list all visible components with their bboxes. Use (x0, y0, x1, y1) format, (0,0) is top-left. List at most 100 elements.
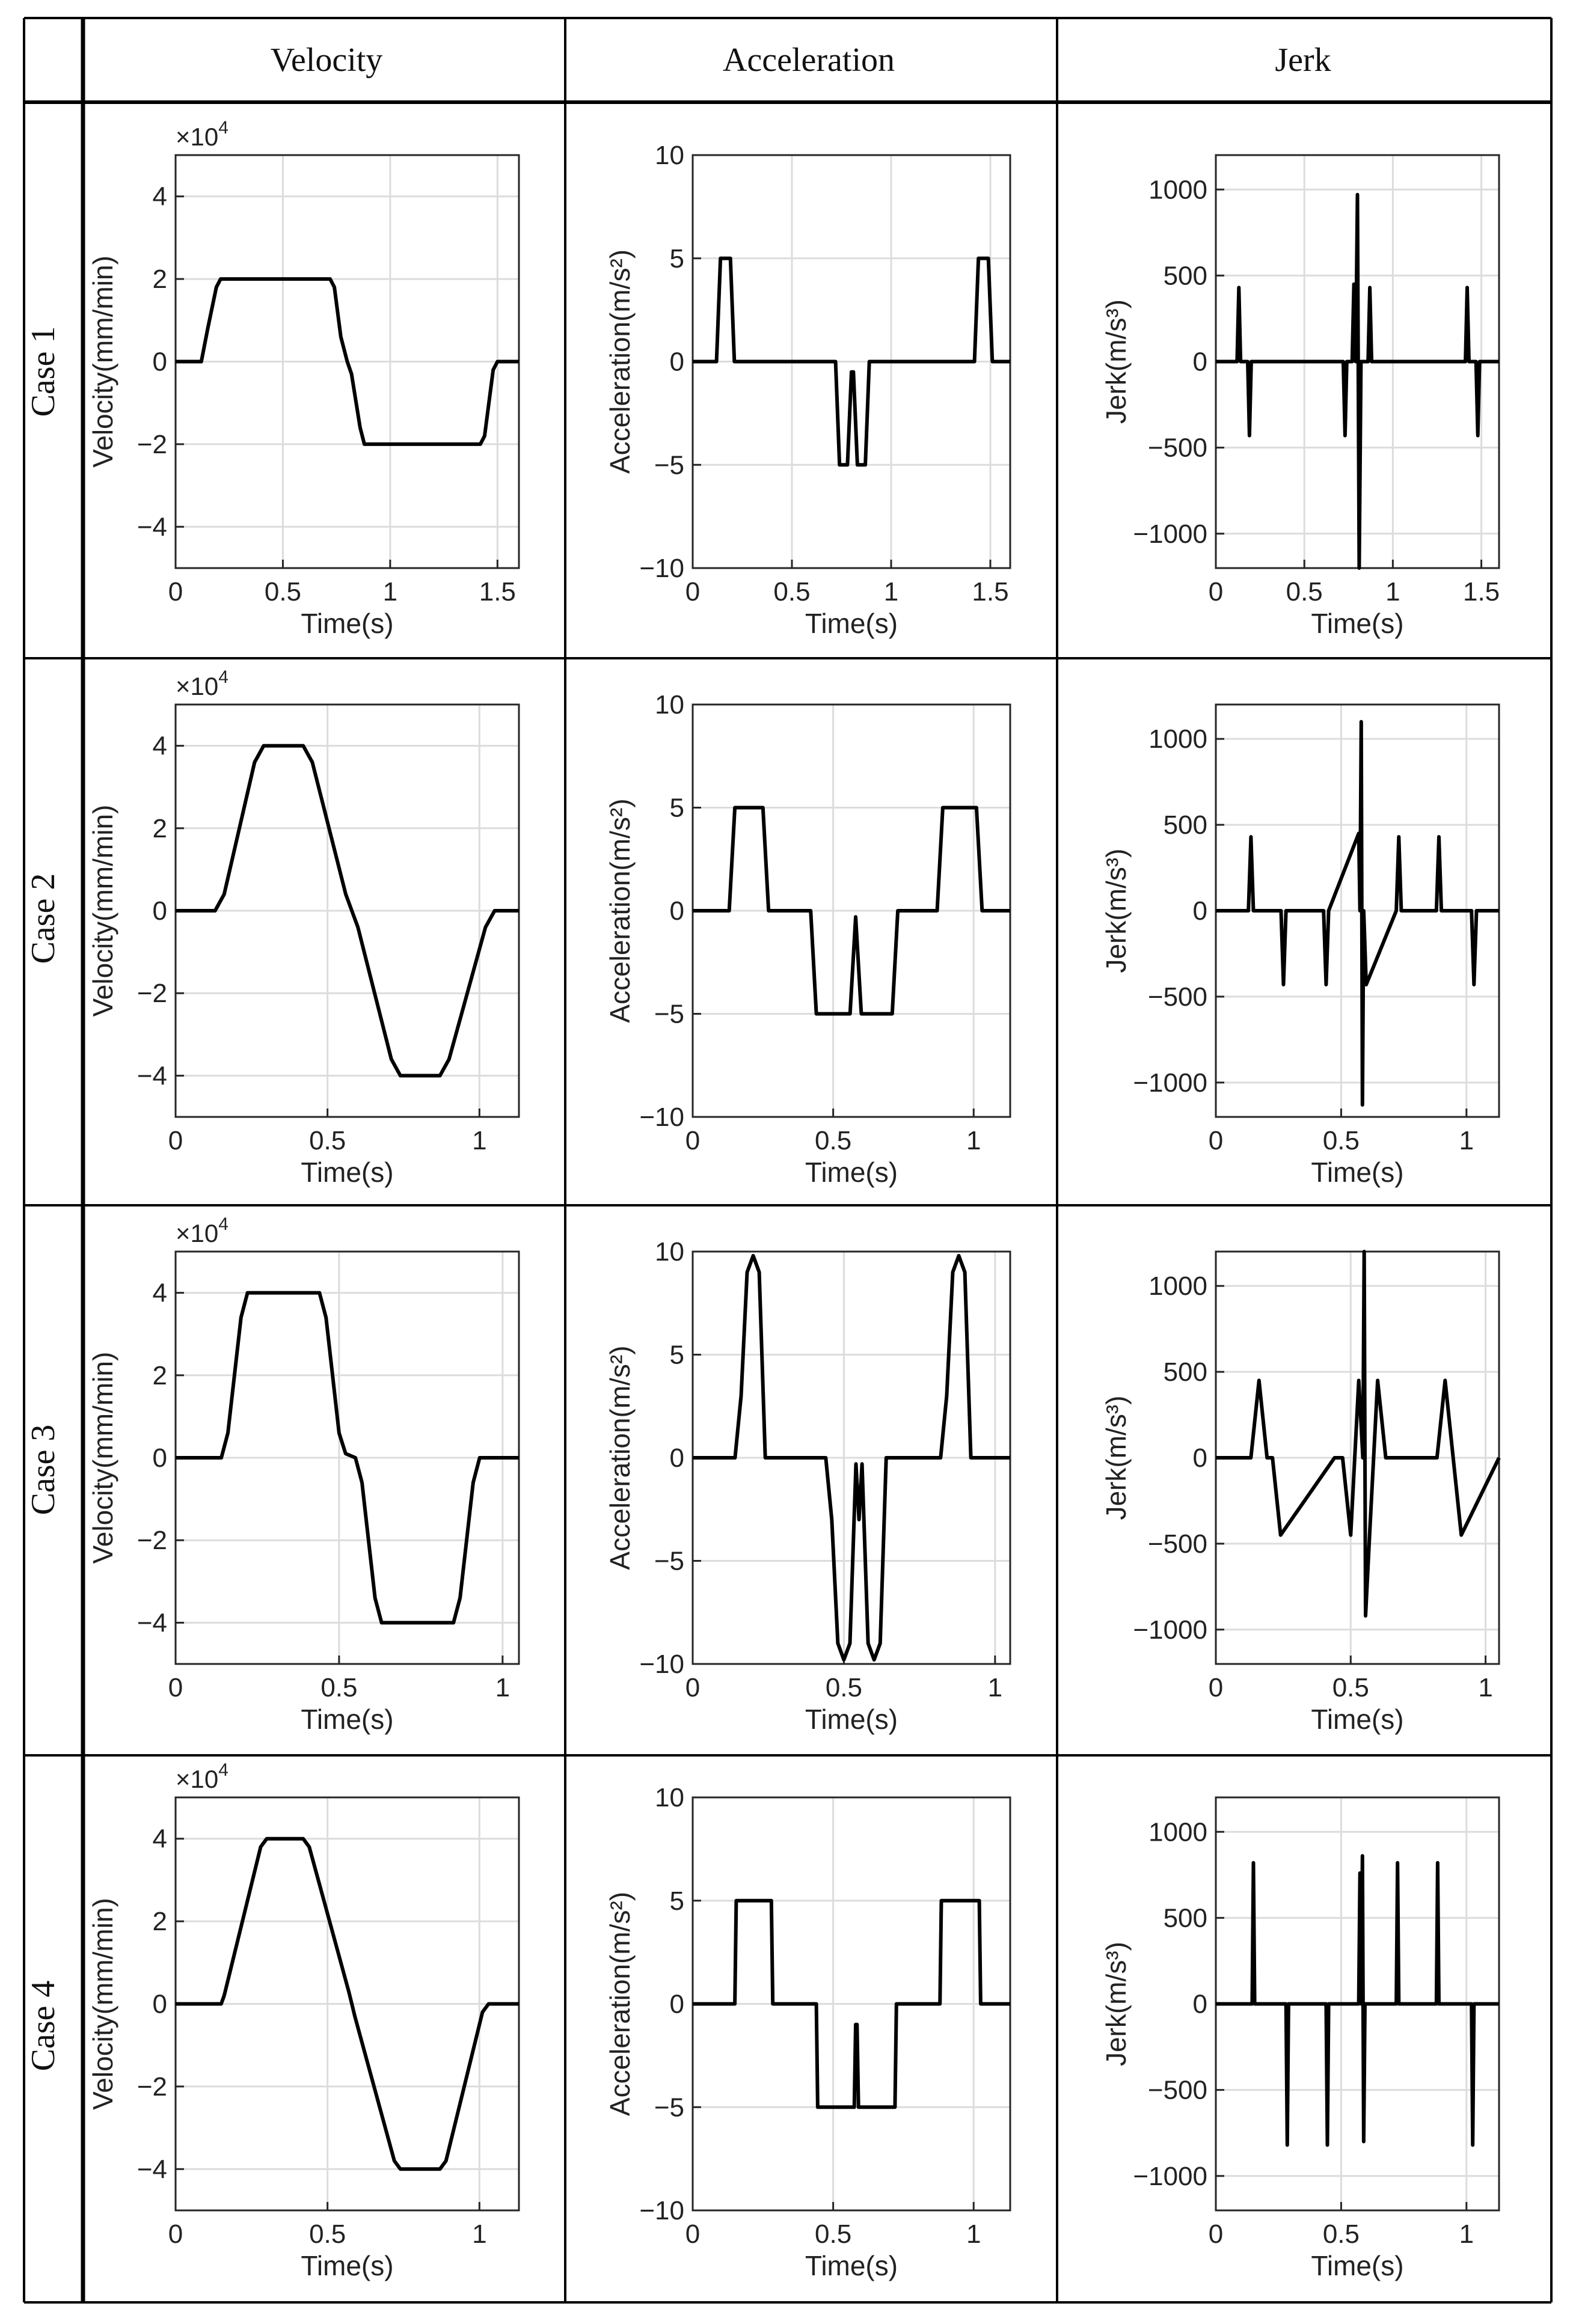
series-line-jerk (1216, 1250, 1501, 1618)
x-tick-label: 0 (1209, 2219, 1223, 2249)
series-line-acceleration (693, 256, 1010, 467)
x-tick-label: 0 (685, 1673, 700, 1702)
y-axis-label: Jerk(m/s³) (1100, 849, 1132, 973)
x-tick-label: 1 (383, 577, 397, 607)
x-tick-label: 1 (1478, 1673, 1492, 1702)
x-axis-label: Time(s) (805, 608, 898, 639)
x-tick-label: 1 (1459, 2219, 1474, 2249)
row-label-case-3: Case 3 (25, 1425, 62, 1515)
x-axis-label: Time(s) (301, 608, 393, 639)
x-tick-label: 0 (685, 577, 700, 607)
y-tick-label: −5 (654, 1547, 684, 1576)
y-tick-label: 5 (670, 1341, 684, 1370)
x-axis-label: Time(s) (301, 2250, 393, 2281)
y-axis-label: Jerk(m/s³) (1100, 299, 1132, 424)
y-tick-label: −1000 (1133, 1068, 1207, 1098)
x-axis-label: Time(s) (1311, 2250, 1403, 2281)
y-tick-label: 1000 (1148, 1271, 1207, 1301)
y-tick-label: 0 (1193, 896, 1207, 926)
column-headers: Velocity Acceleration Jerk (271, 41, 1331, 79)
x-tick-label: 0 (168, 2219, 183, 2249)
y-tick-label: −4 (137, 512, 167, 542)
x-tick-label: 0.5 (815, 1126, 851, 1155)
x-tick-label: 1.5 (479, 577, 516, 607)
x-tick-label: 0.5 (265, 577, 301, 607)
x-tick-label: 1 (1385, 577, 1400, 607)
x-tick-label: 0.5 (1323, 1126, 1360, 1155)
x-tick-label: 1.5 (1463, 577, 1500, 607)
y-axis-label: Velocity(mm/min) (87, 255, 118, 468)
chart-c1-jerk: 0 0.5 1 1.5 −1000 −500 0 500 1000 Time(s) Jerk(m/s… (1100, 154, 1500, 639)
x-tick-label: 0.5 (1323, 2219, 1360, 2249)
series-line-velocity (176, 1291, 519, 1625)
row-label-case-1: Case 1 (25, 326, 62, 417)
y-tick-label: 10 (655, 1783, 684, 1812)
y-tick-label: −10 (639, 554, 684, 583)
y-axis-label: Jerk(m/s³) (1100, 1396, 1132, 1520)
y-axis-label: Jerk(m/s³) (1100, 1942, 1132, 2066)
series-line-velocity (176, 1836, 519, 2171)
y-tick-label: −10 (639, 1650, 684, 1679)
x-axis-label: Time(s) (1311, 1157, 1403, 1188)
y-tick-label: −4 (137, 1061, 167, 1090)
x-tick-label: 0.5 (1286, 577, 1323, 607)
y-tick-label: 500 (1164, 1903, 1207, 1933)
y-tick-label: 0 (1193, 1990, 1207, 2019)
chart-c4-acc: 0 0.5 1 −10 −5 0 5 10 Time(s) Acceleration(m/s²) (604, 1783, 1011, 2281)
y-tick-label: −4 (137, 1608, 167, 1638)
y-tick-label: 10 (655, 1237, 684, 1267)
y-tick-label: −5 (654, 2093, 684, 2122)
y-tick-label: 1000 (1148, 175, 1207, 204)
y-tick-label: 0 (153, 896, 167, 926)
y-tick-label: 4 (153, 182, 167, 212)
x-tick-label: 1 (988, 1673, 1002, 1702)
x-tick-label: 1 (884, 577, 898, 607)
x-tick-label: 0.5 (309, 1126, 346, 1155)
y-axis-label: Acceleration(m/s²) (604, 249, 636, 474)
series-line-jerk (1216, 720, 1499, 1107)
x-tick-label: 1 (966, 1126, 981, 1155)
y-axis-label: Acceleration(m/s²) (604, 1345, 636, 1570)
y-tick-label: 5 (670, 794, 684, 823)
y-scale-multiplier: ×104 (176, 118, 228, 151)
y-scale-exponent: 4 (218, 118, 228, 138)
y-tick-label: 1000 (1148, 1817, 1207, 1847)
table-grid-lines (23, 17, 1553, 2304)
y-scale-multiplier: ×104 (176, 667, 228, 700)
x-axis-label: Time(s) (805, 2250, 898, 2281)
y-axis-label: Velocity(mm/min) (87, 805, 118, 1017)
series-line-velocity (176, 744, 519, 1078)
x-axis-label: Time(s) (1311, 1704, 1403, 1735)
x-tick-label: 1 (966, 2219, 981, 2249)
x-axis-label: Time(s) (1311, 608, 1403, 639)
y-tick-label: 5 (670, 244, 684, 274)
y-tick-label: −2 (137, 979, 167, 1008)
series-line-acceleration (693, 1253, 1010, 1662)
y-tick-label: 0 (1193, 347, 1207, 377)
x-tick-label: 0.5 (309, 2219, 346, 2249)
y-tick-label: −1000 (1133, 2162, 1207, 2191)
x-tick-label: 1 (472, 1126, 486, 1155)
x-tick-label: 0 (1209, 1126, 1223, 1155)
y-tick-label: 500 (1164, 1357, 1207, 1387)
series-line-jerk (1216, 1854, 1499, 2147)
y-tick-label: 0 (670, 347, 684, 377)
y-tick-label: 0 (670, 896, 684, 926)
x-tick-label: 1 (1459, 1126, 1474, 1155)
x-tick-label: 0 (1209, 1673, 1223, 1702)
y-tick-label: 10 (655, 690, 684, 720)
y-tick-label: 4 (153, 732, 167, 761)
series-line-acceleration (693, 806, 1010, 1016)
series-line-acceleration (693, 1898, 1010, 2109)
header-acceleration: Acceleration (723, 41, 895, 79)
chart-c2-jerk: 0 0.5 1 −1000 −500 0 500 1000 Time(s) Jerk(m/s³) (1100, 703, 1500, 1188)
y-tick-label: −4 (137, 2154, 167, 2184)
y-tick-label: 0 (153, 1990, 167, 2019)
chart-c3-vel: 0 0.5 1 −4 −2 0 2 4 Time(s) Velocity(mm/min) ×104 (87, 1214, 520, 1735)
series-line-velocity (176, 277, 519, 446)
x-tick-label: 0.5 (773, 577, 810, 607)
y-tick-label: 0 (670, 1990, 684, 2019)
y-tick-label: 500 (1164, 261, 1207, 290)
chart-c3-acc: 0 0.5 1 −10 −5 0 5 10 Time(s) Acceleration(m/s²) (604, 1237, 1011, 1735)
